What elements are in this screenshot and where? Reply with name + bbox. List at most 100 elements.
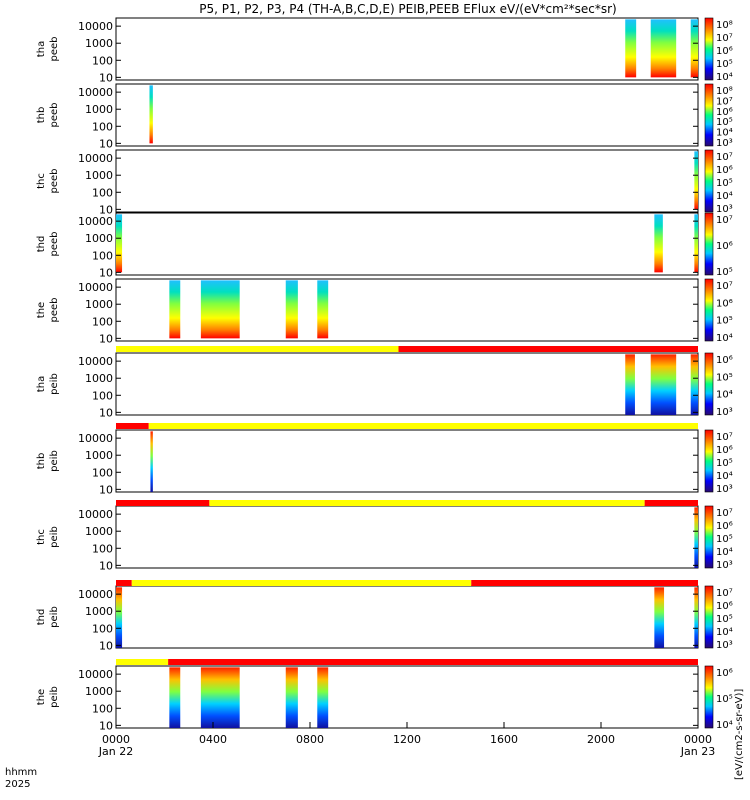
colorbar (704, 665, 714, 729)
panel-label-probe: thd (36, 236, 47, 253)
panel-label-instrument: peib (49, 526, 60, 548)
colorbar-unit-label: [eV/(cm2-s-sr-eV)] (734, 689, 745, 780)
status-bar-segment (116, 500, 210, 506)
panel-label-instrument: peib (49, 686, 60, 708)
y-tick-label: 100 (92, 466, 113, 479)
colorbar-tick-label: 10⁵ (716, 614, 733, 625)
panel-label-probe: thd (36, 609, 47, 626)
y-tick-label: 1000 (85, 37, 113, 50)
y-tick-label: 1000 (85, 449, 113, 462)
colorbar-tick-label: 10⁷ (716, 508, 733, 519)
colorbar-tick-label: 10⁶ (716, 298, 733, 309)
colorbar-tick-label: 10⁵ (716, 267, 733, 278)
panel-tha-peib: 10 100 1000 10000 tha peib 10³ 10⁴ 10⁵ 10⁶ (36, 352, 733, 419)
panel-frame (115, 429, 699, 493)
colorbar-tick-label: 10⁴ (716, 471, 733, 482)
colorbar-tick-label: 10⁴ (716, 720, 733, 731)
colorbar-tick-label: 10⁵ (716, 534, 733, 545)
panel-thd-peeb: 10 100 1000 10000 thd peeb 10⁵ 10⁶ 10⁷ (36, 212, 733, 279)
status-bar-segment (471, 580, 698, 586)
spectrogram-block (690, 19, 698, 78)
y-tick-label: 1000 (85, 232, 113, 245)
spectrogram-block (116, 587, 123, 648)
panel-tha-peeb: 10 100 1000 10000 tha peeb 10⁴ 10⁵ 10⁶ 10⁷ 10⁸ (36, 17, 733, 84)
x-tick-label: 1600 (490, 733, 518, 746)
panel-label-probe: the (36, 302, 47, 318)
y-tick-label: 10000 (78, 588, 113, 601)
y-tick-label: 10000 (78, 152, 113, 165)
colorbar-tick-label: 10⁶ (716, 46, 733, 57)
spectrogram-block (650, 354, 677, 415)
spectrogram-block (625, 19, 637, 78)
y-tick-label: 1000 (85, 169, 113, 182)
status-bar (116, 423, 699, 429)
status-bar-segment (131, 580, 472, 586)
colorbar-tick-label: 10⁴ (716, 333, 733, 344)
colorbar-tick-label: 10³ (716, 640, 733, 651)
panel-label-probe: thc (36, 173, 47, 189)
spectrogram-block (200, 667, 240, 728)
y-tick-label: 1000 (85, 103, 113, 116)
colorbar-tick-label: 10⁵ (716, 372, 733, 383)
colorbar-tick-label: 10⁷ (716, 281, 733, 292)
panel-the-peeb: 10 100 1000 10000 the peeb 10⁴ 10⁵ 10⁶ 10⁷ (36, 278, 733, 345)
spectrogram-block (694, 151, 698, 210)
panel-thc-peib: 10 100 1000 10000 thc peib 10³ 10⁴ 10⁵ 10⁶ 10⁷ (36, 505, 733, 572)
colorbar-tick-label: 10⁶ (716, 521, 733, 532)
colorbar-tick-label: 10⁴ (716, 72, 733, 83)
colorbar-tick-label: 10⁵ (716, 178, 733, 189)
x-corner-label-1: hhmm (5, 767, 37, 778)
y-tick-label: 10 (99, 559, 113, 572)
y-tick-label: 10000 (78, 215, 113, 228)
y-tick-label: 10 (99, 639, 113, 652)
panel-label-probe: tha (36, 376, 47, 392)
panel-label-instrument: peeb (49, 37, 60, 62)
colorbar-tick-label: 10⁴ (716, 128, 733, 139)
colorbar (704, 352, 714, 416)
spectrogram-block (317, 280, 329, 339)
y-tick-label: 10000 (78, 432, 113, 445)
panel-frame (115, 352, 699, 416)
colorbar-tick-label: 10⁷ (716, 152, 733, 163)
y-tick-label: 10 (99, 266, 113, 279)
y-tick-label: 1000 (85, 298, 113, 311)
panel-frame (115, 585, 699, 649)
colorbar-tick-label: 10⁴ (716, 627, 733, 638)
spectrogram-block (285, 667, 298, 728)
colorbar-tick-label: 10³ (716, 560, 733, 571)
panel-thc-peeb: 10 100 1000 10000 thc peeb 10³ 10⁴ 10⁵ 10⁶ 10⁷ (36, 149, 733, 216)
y-tick-label: 10 (99, 406, 113, 419)
colorbar (704, 212, 714, 276)
spectrogram-block (285, 280, 298, 339)
colorbar (704, 149, 714, 213)
colorbar-tick-label: 10⁶ (716, 107, 733, 118)
y-tick-label: 10000 (78, 20, 113, 33)
y-tick-label: 100 (92, 54, 113, 67)
x-tick-label: 0000 (102, 733, 130, 746)
colorbar-tick-label: 10⁷ (716, 33, 733, 44)
y-tick-label: 1000 (85, 685, 113, 698)
y-tick-label: 10 (99, 137, 113, 150)
x-corner-label-2: 2025 (5, 779, 30, 790)
panel-frame (115, 17, 699, 81)
y-tick-label: 10 (99, 719, 113, 732)
panel-frame (115, 149, 699, 213)
panel-label-probe: tha (36, 41, 47, 57)
panel-label-instrument: peib (49, 606, 60, 628)
x-tick-label: 0400 (199, 733, 227, 746)
spectrogram-block (169, 667, 181, 728)
y-tick-label: 100 (92, 315, 113, 328)
y-tick-label: 1000 (85, 372, 113, 385)
panel-label-instrument: peeb (49, 169, 60, 194)
status-bar-segment (148, 423, 699, 429)
x-tick-label: 2000 (587, 733, 615, 746)
y-tick-label: 10 (99, 332, 113, 345)
status-bar-segment (644, 500, 698, 506)
panel-frame (115, 83, 699, 147)
x-date-label-end: Jan 23 (680, 745, 715, 758)
colorbar-tick-label: 10⁷ (716, 96, 733, 107)
spectrogram-block (169, 280, 181, 339)
